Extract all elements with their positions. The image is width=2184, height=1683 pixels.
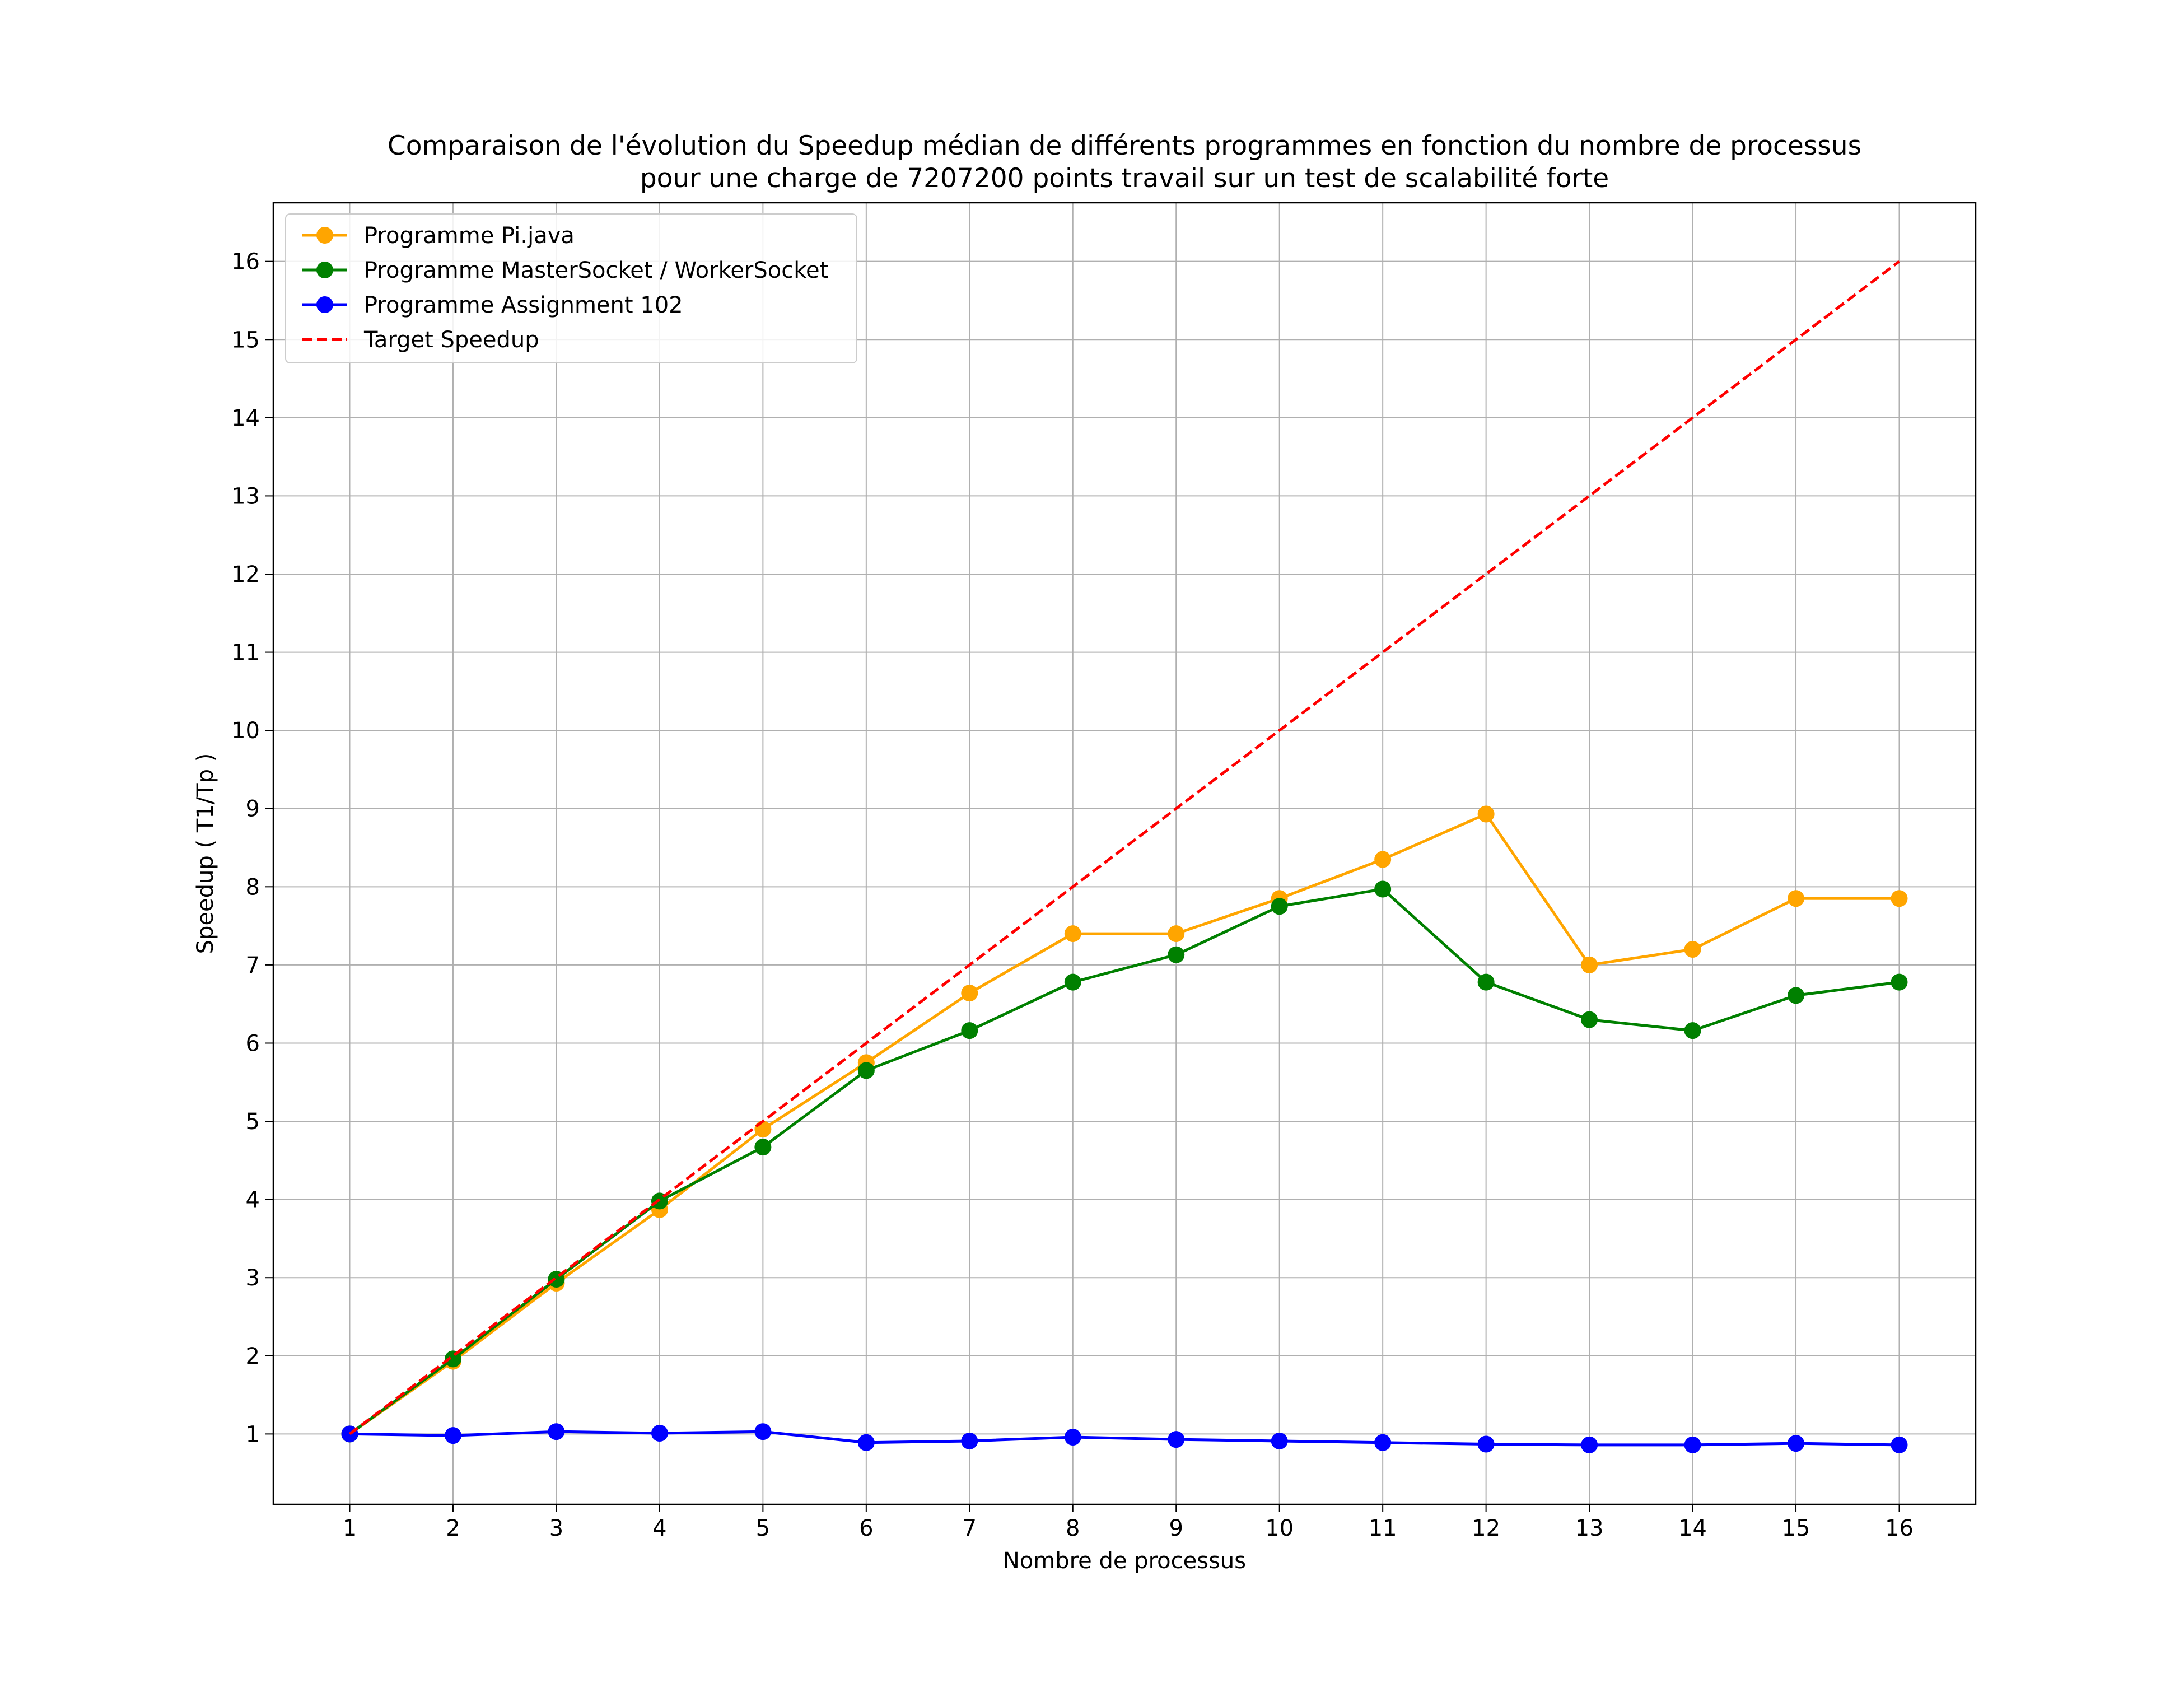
y-tick-label: 8 xyxy=(246,874,260,900)
x-tick-label: 15 xyxy=(1782,1516,1810,1541)
x-tick-label: 10 xyxy=(1265,1516,1294,1541)
x-tick-label: 11 xyxy=(1369,1516,1397,1541)
x-axis-label: Nombre de processus xyxy=(1003,1548,1246,1574)
data-point xyxy=(444,1350,461,1368)
legend-label: Target Speedup xyxy=(363,327,539,353)
x-tick-label: 7 xyxy=(963,1516,977,1541)
series-line xyxy=(348,260,1901,1435)
data-point xyxy=(444,1427,461,1444)
legend-label: Programme MasterSocket / WorkerSocket xyxy=(364,258,828,283)
legend-label: Programme Assignment 102 xyxy=(364,292,683,318)
legend: Programme Pi.java Programme MasterSocket … xyxy=(285,213,857,363)
data-point xyxy=(961,1022,978,1039)
legend-label: Programme Pi.java xyxy=(364,223,575,249)
y-tick-label: 13 xyxy=(231,483,260,509)
data-point xyxy=(1374,1434,1392,1451)
x-tick-label: 6 xyxy=(859,1516,873,1541)
data-point xyxy=(1271,1432,1288,1449)
data-point xyxy=(1581,1011,1598,1028)
data-point xyxy=(1477,1435,1495,1453)
data-point xyxy=(1684,1022,1701,1039)
data-point xyxy=(1064,1428,1081,1446)
legend-item: Programme MasterSocket / WorkerSocket xyxy=(302,258,828,283)
data-point xyxy=(1788,987,1805,1004)
y-tick-label: 1 xyxy=(246,1421,260,1447)
ticks: 1 2 3 4 5 6 7 8 9 10 11 12 13 14 15 1612345678910111213… xyxy=(231,249,1914,1541)
data-point xyxy=(1271,898,1288,915)
data-point xyxy=(754,1423,772,1440)
x-tick-label: 5 xyxy=(756,1516,770,1541)
data-point xyxy=(1374,851,1392,868)
data-point xyxy=(1891,1436,1908,1453)
data-point xyxy=(1581,956,1598,973)
data-point xyxy=(1477,805,1495,823)
data-point xyxy=(754,1139,772,1156)
series-layer xyxy=(341,260,1908,1453)
x-tick-label: 4 xyxy=(652,1516,666,1541)
series-line xyxy=(349,1430,1900,1447)
x-tick-label: 8 xyxy=(1066,1516,1080,1541)
y-tick-label: 16 xyxy=(231,249,260,275)
y-tick-label: 10 xyxy=(231,718,260,744)
data-point xyxy=(857,1434,875,1451)
x-tick-label: 14 xyxy=(1678,1516,1707,1541)
y-tick-label: 2 xyxy=(246,1344,260,1369)
data-point xyxy=(961,985,978,1002)
y-tick-label: 12 xyxy=(231,562,260,588)
data-point xyxy=(1064,925,1081,943)
x-tick-label: 9 xyxy=(1169,1516,1183,1541)
legend-box xyxy=(285,213,857,363)
legend-item: Target Speedup xyxy=(302,327,539,353)
x-tick-label: 1 xyxy=(343,1516,357,1541)
legend-marker-swatch xyxy=(316,296,333,313)
legend-item: Programme Pi.java xyxy=(302,223,575,249)
legend-marker-swatch xyxy=(316,227,333,244)
y-tick-label: 4 xyxy=(246,1187,260,1213)
y-tick-label: 7 xyxy=(246,953,260,978)
data-point xyxy=(857,1062,875,1079)
data-point xyxy=(1891,973,1908,991)
legend-marker-swatch xyxy=(316,262,333,278)
y-tick-label: 5 xyxy=(246,1109,260,1135)
y-axis-label: Speedup ( T1/Tp ) xyxy=(193,753,218,954)
data-point xyxy=(754,1121,772,1138)
y-tick-label: 3 xyxy=(246,1265,260,1291)
data-point xyxy=(1168,1431,1185,1448)
y-tick-label: 9 xyxy=(246,796,260,822)
data-point xyxy=(1684,940,1701,958)
y-tick-label: 11 xyxy=(231,640,260,666)
x-tick-label: 3 xyxy=(549,1516,563,1541)
data-point xyxy=(1168,925,1185,943)
data-point xyxy=(1064,973,1081,991)
data-point xyxy=(1891,890,1908,907)
data-point xyxy=(651,1424,668,1442)
data-point xyxy=(1581,1436,1598,1453)
data-point xyxy=(961,1432,978,1449)
data-point xyxy=(1788,1435,1805,1452)
chart-title-line-1: Comparaison de l'évolution du Speedup mé… xyxy=(388,130,1861,161)
data-point xyxy=(1477,973,1495,991)
series-2 xyxy=(341,1423,1908,1453)
plot-frame xyxy=(272,202,1977,1505)
legend-item: Programme Assignment 102 xyxy=(302,292,683,318)
x-tick-label: 2 xyxy=(446,1516,460,1541)
data-point xyxy=(1684,1436,1701,1453)
y-tick-label: 15 xyxy=(231,327,260,353)
y-tick-label: 6 xyxy=(246,1031,260,1056)
series-3 xyxy=(348,260,1901,1435)
data-point xyxy=(548,1423,565,1440)
series-line xyxy=(349,813,1900,1435)
data-point xyxy=(1168,946,1185,963)
data-point xyxy=(1374,880,1392,898)
x-tick-label: 16 xyxy=(1885,1516,1914,1541)
x-tick-label: 12 xyxy=(1472,1516,1500,1541)
chart-title-line-2: pour une charge de 7207200 points travai… xyxy=(640,163,1609,194)
data-point xyxy=(1788,890,1805,907)
y-tick-label: 14 xyxy=(231,405,260,431)
x-tick-label: 13 xyxy=(1575,1516,1604,1541)
